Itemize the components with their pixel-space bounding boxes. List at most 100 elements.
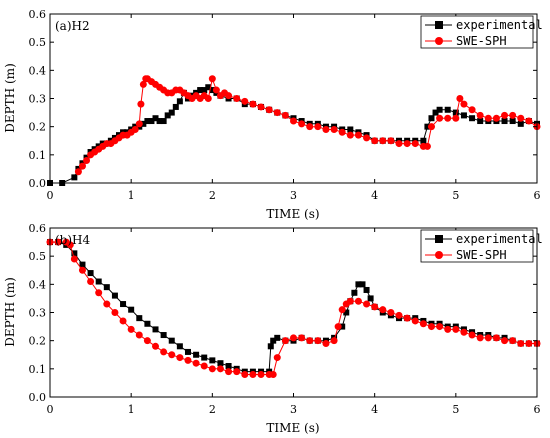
data-point-swe-sph (290, 117, 297, 125)
legend-marker-swe-sph (435, 251, 443, 259)
legend: experimental SWE-SPH (420, 229, 543, 263)
data-point-experimental (79, 261, 86, 268)
data-point-swe-sph (509, 111, 517, 119)
x-tick-label: 4 (371, 189, 378, 202)
y-axis-label: DEPTH (m) (3, 63, 17, 132)
y-tick-label: 0.6 (29, 8, 47, 21)
tick-marks (49, 227, 538, 398)
panel-title: (b)H4 (55, 233, 91, 247)
data-point-swe-sph (363, 300, 371, 308)
data-point-experimental (87, 270, 94, 277)
legend-marker-experimental (435, 21, 443, 29)
x-tick-label: 2 (209, 189, 216, 202)
data-point-swe-sph (78, 266, 86, 274)
data-point-swe-sph (160, 348, 168, 356)
y-tick-label: 0.2 (29, 121, 47, 134)
data-point-swe-sph (135, 120, 143, 128)
data-point-swe-sph (334, 323, 342, 331)
data-point-experimental (339, 323, 346, 330)
x-tick-label: 1 (128, 403, 135, 416)
data-point-swe-sph (314, 337, 322, 345)
data-point-swe-sph (444, 114, 452, 122)
data-point-swe-sph (460, 100, 468, 108)
x-tick-label: 4 (371, 403, 378, 416)
data-point-experimental (148, 118, 155, 125)
data-point-experimental (71, 250, 78, 257)
data-point-experimental (140, 120, 147, 127)
x-tick-label: 5 (452, 403, 459, 416)
data-point-swe-sph (411, 317, 419, 325)
x-tick-label: 5 (452, 189, 459, 202)
data-point-experimental (267, 343, 274, 350)
plot-area (47, 75, 541, 186)
data-point-swe-sph (225, 92, 233, 100)
data-point-experimental (209, 87, 216, 94)
data-point-experimental (201, 87, 208, 94)
data-point-experimental (144, 320, 151, 327)
data-point-experimental (501, 118, 508, 125)
data-point-swe-sph (492, 114, 500, 122)
data-point-swe-sph (346, 131, 354, 139)
data-point-swe-sph (484, 334, 492, 342)
y-axis-label: DEPTH (m) (3, 277, 17, 346)
data-point-experimental (432, 109, 439, 116)
data-point-swe-sph (139, 80, 147, 88)
y-tick-label: 0.0 (29, 177, 47, 190)
x-tick-labels: 0 1 2 3 4 5 6 (47, 403, 541, 416)
data-point-swe-sph (192, 359, 200, 367)
data-point-swe-sph (184, 356, 192, 364)
data-point-experimental (103, 284, 110, 291)
data-point-swe-sph (395, 140, 403, 148)
data-point-swe-sph (273, 354, 281, 362)
data-point-swe-sph (306, 123, 314, 131)
data-point-swe-sph (225, 368, 233, 376)
y-tick-label: 0.6 (29, 222, 47, 235)
data-point-swe-sph (436, 323, 444, 331)
data-point-swe-sph (427, 323, 435, 331)
y-tick-label: 0.4 (29, 278, 47, 291)
data-point-swe-sph (265, 106, 273, 114)
legend-label-experimental: experimental (456, 18, 543, 32)
data-point-experimental (351, 289, 358, 296)
data-point-swe-sph (249, 100, 257, 108)
data-point-swe-sph (395, 311, 403, 319)
tick-marks (49, 13, 538, 184)
data-point-experimental (172, 103, 179, 110)
data-point-swe-sph (241, 370, 249, 378)
data-point-swe-sph (501, 111, 509, 119)
data-point-swe-sph (371, 137, 379, 145)
data-point-swe-sph (233, 368, 241, 376)
legend-label-swe-sph: SWE-SPH (456, 248, 507, 262)
y-tick-label: 0.3 (29, 307, 47, 320)
y-tick-label: 0.1 (29, 149, 47, 162)
data-point-swe-sph (249, 370, 257, 378)
data-point-experimental (469, 115, 476, 122)
data-point-experimental (120, 301, 127, 308)
data-point-swe-sph (200, 362, 208, 370)
data-point-swe-sph (66, 241, 74, 249)
x-axis-label: TIME (s) (266, 421, 319, 435)
data-point-swe-sph (241, 97, 249, 105)
data-point-swe-sph (70, 255, 78, 263)
data-point-swe-sph (419, 320, 427, 328)
data-point-swe-sph (208, 365, 216, 373)
data-point-experimental (452, 109, 459, 116)
data-point-swe-sph (78, 162, 86, 170)
data-point-swe-sph (269, 370, 277, 378)
data-point-swe-sph (403, 314, 411, 322)
data-point-swe-sph (216, 365, 224, 373)
data-point-swe-sph (143, 337, 151, 345)
data-point-swe-sph (119, 317, 127, 325)
x-tick-labels: 0 1 2 3 4 5 6 (47, 189, 541, 202)
data-point-swe-sph (346, 297, 354, 305)
data-point-swe-sph (338, 128, 346, 136)
data-point-swe-sph (525, 339, 533, 347)
data-point-swe-sph (387, 137, 395, 145)
data-point-swe-sph (103, 300, 111, 308)
data-point-swe-sph (379, 137, 387, 145)
data-point-swe-sph (257, 370, 265, 378)
data-point-experimental (176, 343, 183, 350)
data-point-swe-sph (208, 75, 216, 83)
x-tick-label: 0 (47, 403, 54, 416)
